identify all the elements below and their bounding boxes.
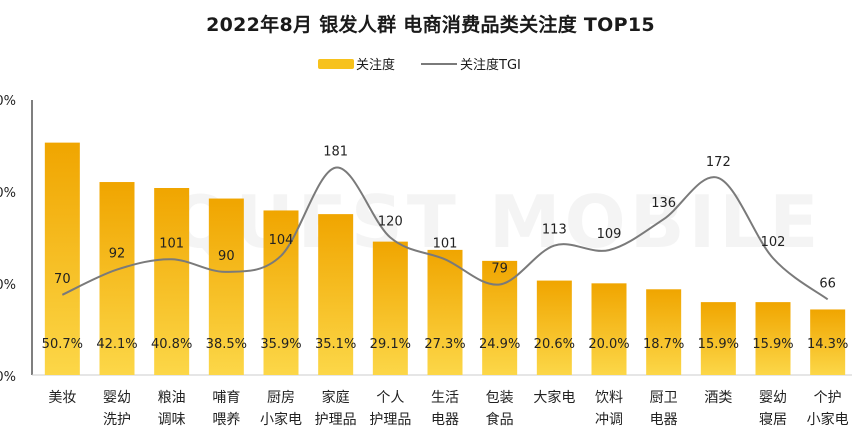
category-label: 厨房	[267, 390, 295, 406]
tgi-label: 120	[378, 215, 403, 230]
category-label: 婴幼	[103, 390, 131, 406]
tgi-label: 90	[218, 249, 235, 264]
bar-value-label: 15.9%	[698, 337, 739, 352]
bar-value-label: 27.3%	[424, 337, 465, 352]
category-label: 洗护	[103, 412, 131, 428]
tgi-label: 101	[433, 236, 458, 251]
category-label: 包装	[486, 390, 514, 406]
category-label: 冲调	[595, 412, 623, 428]
legend-bar-swatch	[318, 58, 354, 69]
bar	[755, 302, 791, 375]
category-label: 电器	[431, 412, 459, 428]
bar	[536, 280, 572, 375]
bar-value-label: 15.9%	[752, 337, 793, 352]
tgi-label: 101	[159, 236, 184, 251]
category-label: 食品	[486, 411, 514, 428]
bar-value-label: 29.1%	[370, 337, 411, 352]
tgi-label: 109	[597, 227, 622, 242]
bar	[591, 283, 627, 375]
tgi-label: 113	[542, 223, 567, 238]
chart-title: 2022年8月 银发人群 电商消费品类关注度 TOP15	[206, 14, 655, 36]
category-label: 喂养	[212, 412, 240, 428]
bar	[44, 142, 80, 375]
y-tick-label: 0%	[0, 370, 16, 385]
bar	[318, 214, 354, 375]
bar-value-label: 38.5%	[206, 337, 247, 352]
bar	[482, 260, 518, 375]
category-label: 婴幼	[759, 390, 787, 406]
category-label: 小家电	[807, 411, 849, 428]
bar-value-label: 35.1%	[315, 337, 356, 352]
bar-value-label: 20.6%	[534, 337, 575, 352]
bar-value-label: 14.3%	[807, 337, 848, 352]
tgi-label: 102	[761, 235, 786, 250]
y-tick-label: 0%	[0, 94, 16, 109]
bar-value-label: 24.9%	[479, 337, 520, 352]
bar	[810, 309, 846, 375]
category-label: 护理品	[369, 412, 411, 428]
tgi-label: 66	[819, 276, 836, 291]
bar	[700, 302, 736, 375]
bar	[208, 198, 244, 375]
category-label: 饮料	[595, 390, 623, 406]
category-label: 个人	[376, 390, 404, 406]
tgi-label: 181	[323, 145, 348, 160]
category-label: 粮油	[158, 390, 186, 406]
legend-line-swatch	[421, 62, 458, 65]
category-label: 哺育	[212, 390, 240, 406]
bar-value-label: 18.7%	[643, 337, 684, 352]
bar-value-label: 50.7%	[42, 337, 83, 352]
y-tick-label: 0%	[0, 278, 16, 293]
legend-bar-label: 关注度	[356, 58, 396, 73]
tgi-label: 79	[491, 261, 508, 276]
category-label: 寝居	[759, 411, 787, 428]
category-label: 小家电	[260, 411, 302, 428]
tgi-label: 104	[269, 233, 294, 248]
bar	[646, 289, 682, 375]
tgi-label: 136	[651, 196, 676, 211]
category-label: 调味	[158, 412, 186, 428]
y-tick-label: 0%	[0, 186, 16, 201]
bar	[99, 182, 135, 375]
category-label: 护理品	[315, 412, 357, 428]
tgi-label: 172	[706, 155, 731, 170]
bar-value-label: 20.0%	[588, 337, 629, 352]
tgi-label: 70	[54, 272, 71, 287]
category-label: 个护	[814, 390, 842, 406]
category-label: 家庭	[322, 389, 350, 406]
bar	[427, 249, 463, 375]
tgi-line	[61, 166, 829, 301]
tgi-label: 92	[109, 247, 126, 262]
category-label: 电器	[650, 412, 678, 428]
category-label: 厨卫	[650, 390, 678, 406]
bar	[372, 241, 408, 375]
bar-value-label: 35.9%	[260, 337, 301, 352]
category-label: 酒类	[704, 390, 732, 406]
legend-line-label: 关注度TGI	[460, 58, 521, 73]
category-label: 美妆	[48, 390, 76, 406]
category-label: 生活	[431, 390, 459, 406]
legend: 关注度 关注度TGI	[318, 54, 521, 73]
category-label: 大家电	[533, 389, 575, 406]
bar-value-label: 40.8%	[151, 337, 192, 352]
bar	[154, 188, 190, 375]
bar-value-label: 42.1%	[96, 337, 137, 352]
